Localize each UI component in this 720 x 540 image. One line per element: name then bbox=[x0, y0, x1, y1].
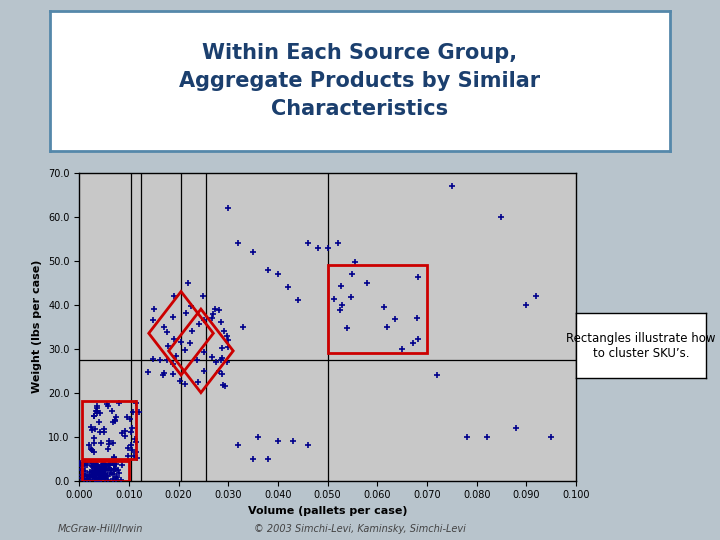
Text: Within Each Source Group,
Aggregate Products by Similar
Characteristics: Within Each Source Group, Aggregate Prod… bbox=[179, 43, 541, 119]
Bar bbox=[81, 401, 136, 458]
Y-axis label: Weight (lbs per case): Weight (lbs per case) bbox=[32, 260, 42, 393]
X-axis label: Volume (pallets per case): Volume (pallets per case) bbox=[248, 506, 408, 516]
Text: McGraw-Hill/Irwin: McGraw-Hill/Irwin bbox=[58, 524, 143, 534]
Text: © 2003 Simchi-Levi, Kaminsky, Simchi-Levi: © 2003 Simchi-Levi, Kaminsky, Simchi-Lev… bbox=[254, 524, 466, 534]
Bar bbox=[81, 461, 129, 481]
Text: Rectangles illustrate how
to cluster SKU’s.: Rectangles illustrate how to cluster SKU… bbox=[566, 332, 716, 360]
Bar bbox=[328, 265, 427, 353]
